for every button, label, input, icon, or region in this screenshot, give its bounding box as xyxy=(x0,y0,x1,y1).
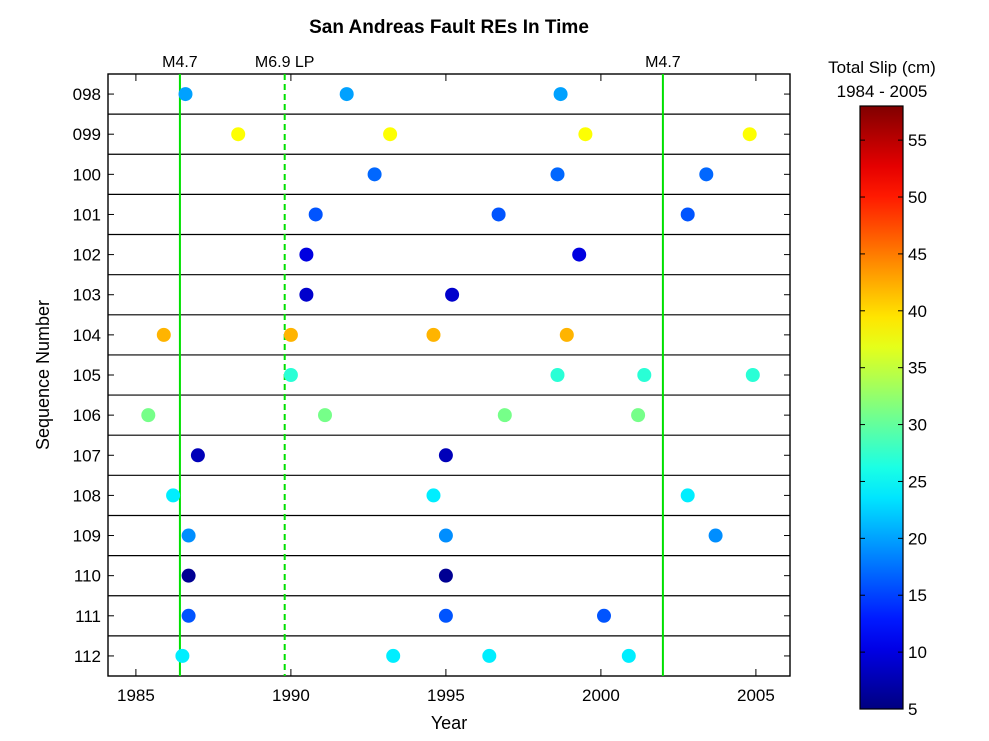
x-tick-label: 1990 xyxy=(272,686,310,705)
y-tick-label: 105 xyxy=(73,366,101,385)
data-point xyxy=(299,287,314,302)
data-point xyxy=(553,87,568,102)
data-point xyxy=(631,408,646,423)
x-tick-label: 1995 xyxy=(427,686,465,705)
y-axis-ticks: 098 099 100 101 102 103 104 105 106 107 108 109 110 1… xyxy=(73,85,790,666)
y-tick-label: 098 xyxy=(73,85,101,104)
data-point xyxy=(680,488,695,503)
data-point xyxy=(745,368,760,382)
data-point xyxy=(181,528,196,543)
data-point xyxy=(156,327,171,342)
data-point xyxy=(231,127,246,142)
x-axis-ticks: 1985 1990 1995 2000 2005 xyxy=(117,74,775,705)
event-line-label: M4.7 xyxy=(162,54,198,71)
x-axis-label: Year xyxy=(431,713,467,733)
data-point xyxy=(572,247,587,262)
data-point xyxy=(597,608,611,623)
y-tick-label: 110 xyxy=(74,567,101,586)
y-tick-label: 101 xyxy=(73,205,101,224)
data-point xyxy=(166,488,181,503)
y-tick-label: 111 xyxy=(75,607,101,626)
data-point xyxy=(308,207,323,222)
data-point xyxy=(181,568,196,583)
plot-frame xyxy=(107,73,791,677)
y-tick-label: 100 xyxy=(73,165,101,184)
chart-title: San Andreas Fault REs In Time xyxy=(309,17,589,38)
data-point xyxy=(491,207,506,222)
event-line-label: M4.7 xyxy=(645,54,681,71)
data-point xyxy=(680,207,695,222)
colorbar-tick-label: 55 xyxy=(908,131,927,150)
x-tick-label: 2005 xyxy=(737,686,775,705)
colorbar-gradient xyxy=(859,105,904,710)
colorbar-tick-label: 25 xyxy=(908,472,927,491)
data-point xyxy=(445,287,460,302)
data-point xyxy=(426,488,441,503)
y-tick-label: 102 xyxy=(73,246,101,265)
data-point xyxy=(299,247,314,262)
data-point xyxy=(621,648,636,663)
colorbar-tick-label: 20 xyxy=(908,529,927,548)
colorbar-tick-label: 10 xyxy=(908,643,927,662)
y-tick-label: 109 xyxy=(73,527,101,546)
row-separators xyxy=(108,113,790,637)
colorbar: Total Slip (cm) 1984 - 2005 5 10 15 20 25 30 3… xyxy=(828,58,936,719)
data-point xyxy=(438,568,453,583)
data-point xyxy=(578,127,593,142)
data-point xyxy=(438,528,453,543)
data-point xyxy=(482,648,497,663)
data-point xyxy=(141,408,156,423)
y-tick-label: 112 xyxy=(74,647,101,666)
data-point xyxy=(190,448,205,463)
data-point xyxy=(438,448,453,463)
data-point xyxy=(383,127,398,142)
data-point xyxy=(559,327,574,342)
data-point xyxy=(637,368,652,382)
colorbar-tick-label: 15 xyxy=(908,586,927,605)
data-point xyxy=(550,368,565,382)
data-point xyxy=(550,167,565,182)
colorbar-tick-label: 30 xyxy=(908,416,927,435)
y-tick-label: 103 xyxy=(73,286,101,305)
colorbar-tick-label: 35 xyxy=(908,359,927,378)
x-tick-label: 2000 xyxy=(582,686,620,705)
event-lines: M4.7 M6.9 LP M4.7 xyxy=(162,54,681,676)
data-point xyxy=(367,167,382,182)
y-tick-label: 099 xyxy=(73,125,101,144)
colorbar-ticks: 5 10 15 20 25 30 35 40 45 50 55 xyxy=(860,131,927,719)
colorbar-tick-label: 50 xyxy=(908,188,927,207)
colorbar-title-line1: Total Slip (cm) xyxy=(828,58,936,77)
colorbar-tick-label: 40 xyxy=(908,302,927,321)
data-point xyxy=(438,608,453,623)
data-point xyxy=(318,408,332,423)
data-point xyxy=(699,167,714,182)
data-point xyxy=(181,608,196,623)
data-point xyxy=(175,648,190,663)
data-point xyxy=(386,648,401,663)
data-point xyxy=(497,408,512,423)
colorbar-title-line2: 1984 - 2005 xyxy=(837,82,928,101)
y-tick-label: 108 xyxy=(73,486,101,505)
colorbar-tick-label: 5 xyxy=(908,700,917,719)
y-axis-label: Sequence Number xyxy=(33,300,53,450)
data-points xyxy=(141,87,760,663)
y-tick-label: 107 xyxy=(73,446,101,465)
x-tick-label: 1985 xyxy=(117,686,155,705)
data-point xyxy=(742,127,757,142)
data-point xyxy=(178,87,193,102)
data-point xyxy=(283,327,298,342)
y-tick-label: 104 xyxy=(73,326,101,345)
y-tick-label: 106 xyxy=(73,406,101,425)
data-point xyxy=(708,528,723,543)
event-line-label: M6.9 LP xyxy=(255,54,315,71)
colorbar-tick-label: 45 xyxy=(908,245,927,264)
data-point xyxy=(339,87,354,102)
plot-area: M4.7 M6.9 LP M4.7 1985 1990 1995 2000 2005 098… xyxy=(73,54,791,705)
data-point xyxy=(426,327,441,342)
data-point xyxy=(283,368,298,382)
